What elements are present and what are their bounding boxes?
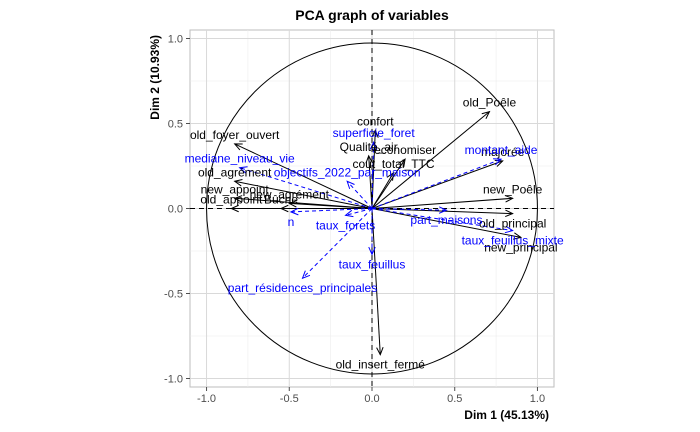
variable-arrow xyxy=(371,111,490,209)
arrow-head xyxy=(233,179,243,187)
arrow-head xyxy=(513,232,523,240)
arrow-head xyxy=(238,166,248,174)
arrow-head xyxy=(504,195,514,203)
arrow-head xyxy=(369,140,378,150)
variable-arrow xyxy=(371,130,376,209)
variable-arrow xyxy=(302,208,373,279)
arrow-head xyxy=(279,204,289,213)
variable-label: old_agrément xyxy=(198,165,272,179)
variable-label: new_Poêle xyxy=(483,182,543,196)
variable-label: part_maisons xyxy=(410,213,482,227)
arrow-head xyxy=(398,158,406,168)
arrow-head xyxy=(376,347,384,356)
x-tick-label: -1.0 xyxy=(197,393,216,405)
variable-label: taux_forets xyxy=(316,218,375,232)
correlation-circle xyxy=(206,42,538,375)
variable-arrow xyxy=(371,172,394,209)
variable-label: part_résidences_principales xyxy=(228,281,377,295)
arrow-head xyxy=(505,209,514,218)
variable-label: mediane_niveau_vie xyxy=(185,152,295,166)
variable-label: Qualité_air xyxy=(340,140,398,154)
variable-label: old_principal xyxy=(479,217,546,231)
variable-label: confort xyxy=(357,114,394,128)
y-tick-label: 0.5 xyxy=(168,119,183,131)
axis-ticks: -1.0 -0.5 0.0 0.5 1.0 -1.0 -0.5 0.0 0.5 1.0 xyxy=(164,34,545,406)
variable-label: taux_feuillus xyxy=(339,257,406,271)
variable-label: cout_total_TTC xyxy=(352,157,434,171)
arrow-head xyxy=(233,195,243,203)
variable-arrow xyxy=(234,180,373,209)
variable-label: new_appoint xyxy=(201,182,270,196)
y-tick-label: 1.0 xyxy=(168,34,183,46)
variable-label: new_principal xyxy=(484,240,557,254)
arrow-head xyxy=(301,270,311,280)
arrow-head xyxy=(481,110,491,119)
variable-label: old_appoint xyxy=(200,193,263,207)
variable-label: n xyxy=(288,215,295,229)
chart-title: PCA graph of variables xyxy=(295,7,449,23)
arrow-head xyxy=(368,246,376,256)
variable-label: montant_aide xyxy=(465,143,538,157)
x-tick-label: 0.5 xyxy=(447,393,462,405)
x-tick-label: 0.0 xyxy=(364,393,379,405)
variable-arrow xyxy=(371,208,447,211)
arrow-head xyxy=(386,171,395,181)
variable-label: taux_feuillus_mixte xyxy=(462,234,564,248)
variable-label: Bûche xyxy=(264,193,298,207)
arrow-head xyxy=(365,154,373,164)
variable-label: new_agrément xyxy=(250,187,330,201)
y-tick-label: -0.5 xyxy=(164,289,183,301)
variable-label: old_foyer_ouvert xyxy=(190,128,280,142)
variable-arrow xyxy=(371,158,502,209)
variable-arrow xyxy=(289,202,373,209)
variable-label: majorée xyxy=(481,145,525,159)
variable-label: old_Poêle xyxy=(463,96,517,110)
variable-label: superficie_foret xyxy=(333,126,416,140)
arrow-head xyxy=(230,204,239,213)
variable-arrow xyxy=(234,143,373,209)
variable-arrow xyxy=(368,155,373,209)
variable-arrow xyxy=(371,197,513,209)
arrow-head xyxy=(493,158,503,166)
x-tick-label: 1.0 xyxy=(530,393,545,405)
y-tick-label: -1.0 xyxy=(164,374,183,386)
x-axis-title: Dim 1 (45.13%) xyxy=(464,408,549,422)
y-axis-title: Dim 2 (10.93%) xyxy=(148,35,162,120)
arrow-head xyxy=(371,129,379,138)
variable-arrows xyxy=(230,110,523,356)
arrow-head xyxy=(288,200,297,208)
variable-arrow xyxy=(346,180,373,209)
arrow-head xyxy=(438,206,448,214)
x-tick-label: -0.5 xyxy=(280,393,299,405)
arrow-head xyxy=(504,225,514,234)
y-tick-label: 0.0 xyxy=(168,204,183,216)
arrow-head xyxy=(289,207,299,216)
arrow-head xyxy=(344,209,354,218)
variable-arrow xyxy=(239,167,373,209)
arrow-head xyxy=(233,143,243,151)
variable-arrow xyxy=(371,208,513,232)
variable-arrow xyxy=(371,208,522,238)
arrow-head xyxy=(346,180,355,190)
variable-label: old_insert_fermé xyxy=(336,358,426,372)
variable-arrow xyxy=(371,208,381,355)
variable-label: economiser xyxy=(374,143,436,157)
variable-arrow xyxy=(345,208,373,216)
variable-label: objectifs_2022_par_maison xyxy=(274,165,421,179)
